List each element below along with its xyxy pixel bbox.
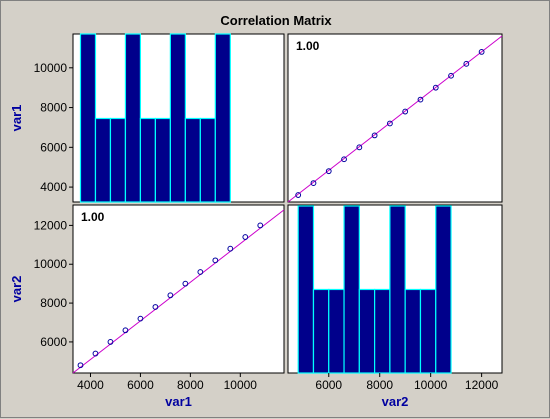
var2-var1-scatter-point-3 — [122, 327, 129, 334]
var1-var2-scatter-point-0 — [295, 192, 302, 198]
xtick-label-10000: 10000 — [414, 378, 448, 392]
chart-title: Correlation Matrix — [220, 13, 332, 28]
var1-hist-bar-3 — [124, 33, 142, 203]
xtick-label-6000: 6000 — [315, 378, 342, 392]
var1-hist-bar-6 — [169, 33, 186, 203]
var2-var1-scatter-point-10 — [227, 245, 234, 252]
var2-var1-scatter-point-5 — [152, 304, 159, 310]
var1-hist-bar-7 — [184, 117, 201, 203]
y-axis-label-var1: var1 — [9, 105, 24, 132]
var2-var1-scatter-point-9 — [212, 257, 219, 264]
var2-var1-scatter-point-11 — [242, 234, 249, 240]
var2-hist-bar-7 — [404, 288, 422, 374]
var1-var2-scatter-point-4 — [356, 144, 363, 151]
var1-hist-bar-1 — [94, 117, 112, 203]
var2-var1-scatter-point-8 — [197, 269, 204, 275]
ytick-label-10000: 10000 — [34, 257, 68, 271]
var2-var1-scatter-point-12 — [257, 222, 264, 229]
y-axis-label-var2: var2 — [9, 276, 24, 303]
var2-hist-bar-6 — [389, 205, 406, 374]
var1-var2-scatter-point-10 — [448, 72, 454, 79]
ytick-label-6000: 6000 — [40, 335, 67, 349]
var1-hist-bar-4 — [139, 117, 157, 203]
x-axis-label-var1: var1 — [165, 394, 192, 409]
xtick-label-12000: 12000 — [465, 378, 499, 392]
var1-var2-scatter-point-12 — [478, 48, 485, 55]
var2-hist-bar-8 — [419, 288, 437, 374]
var2-hist-bar-1 — [312, 288, 330, 374]
ytick-label-6000: 6000 — [40, 140, 67, 154]
var2-var1-scatter-point-2 — [107, 339, 114, 345]
ytick-label-8000: 8000 — [40, 296, 67, 310]
var1-hist-bar-9 — [214, 33, 231, 203]
var1-hist-bar-5 — [154, 117, 171, 203]
xtick-label-8000: 8000 — [177, 378, 204, 392]
xtick-label-10000: 10000 — [224, 378, 258, 392]
var1-var2-scatter-fit-line — [287, 35, 503, 203]
var1-var2-scatter-point-1 — [310, 180, 317, 187]
ytick-label-12000: 12000 — [34, 218, 68, 232]
var2-var1-scatter-point-4 — [137, 315, 144, 322]
xtick-label-6000: 6000 — [127, 378, 154, 392]
var1-var2-scatter-point-9 — [432, 84, 439, 91]
var2-var1-scatter-point-6 — [167, 292, 174, 299]
var1-hist-bar-2 — [109, 117, 127, 203]
var2-var1-scatter-point-1 — [92, 350, 99, 357]
var2-hist-bar-3 — [343, 205, 360, 374]
var2-hist-bar-2 — [328, 288, 345, 374]
xtick-label-4000: 4000 — [77, 378, 104, 392]
var1-var2-scatter-point-3 — [341, 156, 347, 163]
var2-var1-scatter-point-0 — [77, 362, 84, 369]
xtick-label-8000: 8000 — [366, 378, 393, 392]
var1-var2-scatter-point-8 — [417, 96, 424, 103]
panel-var2-var1-scatter — [72, 204, 285, 374]
var1-var2-scatter-point-11 — [463, 60, 470, 67]
var1-var2-scatter-corr-label: 1.00 — [296, 39, 320, 53]
var1-hist-bar-0 — [79, 33, 97, 203]
var2-var1-scatter-corr-label: 1.00 — [81, 210, 105, 224]
var1-var2-scatter-point-6 — [387, 120, 393, 127]
var2-hist-bar-9 — [435, 205, 452, 374]
ytick-label-4000: 4000 — [40, 180, 67, 194]
var2-var1-scatter-point-7 — [182, 280, 189, 287]
var1-var2-scatter-point-2 — [325, 168, 332, 175]
var2-hist-bar-5 — [374, 288, 391, 374]
var2-var1-scatter-fit-line — [72, 209, 285, 374]
x-axis-label-var2: var2 — [382, 394, 409, 409]
var2-hist-bar-0 — [297, 205, 315, 374]
var1-var2-scatter-point-5 — [371, 132, 378, 139]
var1-hist-bar-8 — [199, 117, 216, 203]
ytick-label-10000: 10000 — [34, 61, 68, 75]
var2-hist-bar-4 — [358, 288, 376, 374]
var1-var2-scatter-point-7 — [402, 108, 409, 115]
ytick-label-8000: 8000 — [40, 101, 67, 115]
